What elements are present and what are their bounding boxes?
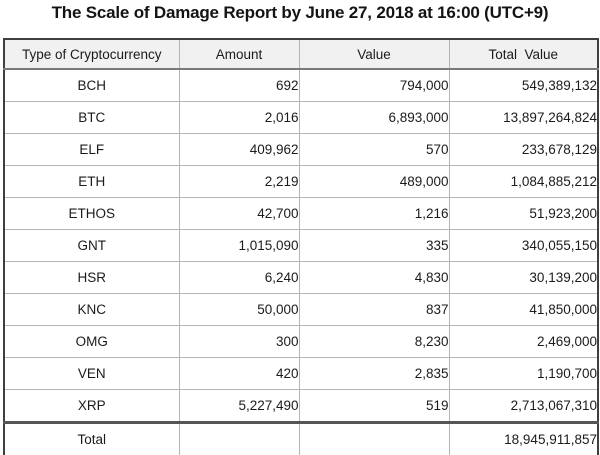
cell-total-value: 549,389,132 [448, 68, 599, 102]
cell-total-value: 2,713,067,310 [448, 389, 599, 423]
cell-amount: 1,015,090 [178, 229, 300, 262]
cell-type: KNC [3, 293, 180, 326]
cell-type: ETHOS [3, 197, 180, 230]
cell-type: BCH [3, 68, 180, 102]
cell-amount: 409,962 [178, 133, 300, 166]
table-row-gnt: GNT 1,015,090 335 340,055,150 [3, 229, 599, 262]
cell-type: HSR [3, 261, 180, 294]
cell-total-value: 51,923,200 [448, 197, 599, 230]
cell-amount: 50,000 [178, 293, 300, 326]
table-row-ethos: ETHOS 42,700 1,216 51,923,200 [3, 197, 599, 230]
header-type: Type of Cryptocurrency [3, 38, 180, 70]
cell-total-value: 2,469,000 [448, 325, 599, 358]
cell-value: 335 [298, 229, 450, 262]
header-amount: Amount [178, 38, 300, 70]
cell-total-value: 41,850,000 [448, 293, 599, 326]
cell-type: XRP [3, 389, 180, 423]
cell-type: ETH [3, 165, 180, 198]
table-row-xrp: XRP 5,227,490 519 2,713,067,310 [3, 389, 599, 423]
cell-total-value: 233,678,129 [448, 133, 599, 166]
cell-value: 2,835 [298, 357, 450, 390]
table-footer: Total 18,945,911,857 [3, 421, 599, 455]
table-row-hsr: HSR 6,240 4,830 30,139,200 [3, 261, 599, 294]
table-row-eth: ETH 2,219 489,000 1,084,885,212 [3, 165, 599, 198]
cell-amount: 6,240 [178, 261, 300, 294]
cell-amount: 42,700 [178, 197, 300, 230]
cell-value: 489,000 [298, 165, 450, 198]
header-total-value: Total Value [448, 38, 599, 70]
header-value: Value [298, 38, 450, 70]
cell-amount: 2,016 [178, 101, 300, 134]
cell-amount: 300 [178, 325, 300, 358]
cell-value: 8,230 [298, 325, 450, 358]
cell-value: 837 [298, 293, 450, 326]
cell-value: 794,000 [298, 68, 450, 102]
cell-type: OMG [3, 325, 180, 358]
cell-amount: 420 [178, 357, 300, 390]
cell-amount: 2,219 [178, 165, 300, 198]
table-row-omg: OMG 300 8,230 2,469,000 [3, 325, 599, 358]
total-row: Total 18,945,911,857 [3, 421, 599, 455]
table-header: Type of Cryptocurrency Amount Value Tota… [3, 38, 599, 70]
table-row-ven: VEN 420 2,835 1,190,700 [3, 357, 599, 390]
page-title: The Scale of Damage Report by June 27, 2… [51, 3, 549, 22]
table-row-elf: ELF 409,962 570 233,678,129 [3, 133, 599, 166]
cell-grand-total: 18,945,911,857 [448, 421, 599, 455]
cell-type: GNT [3, 229, 180, 262]
table-row-knc: KNC 50,000 837 41,850,000 [3, 293, 599, 326]
cell-total-value: 1,190,700 [448, 357, 599, 390]
cell-value: 1,216 [298, 197, 450, 230]
cell-total-value: 30,139,200 [448, 261, 599, 294]
cell-type: ELF [3, 133, 180, 166]
cell-total-label: Total [3, 421, 180, 455]
cell-total-value: 13,897,264,824 [448, 101, 599, 134]
cell-value: 4,830 [298, 261, 450, 294]
table-row-btc: BTC 2,016 6,893,000 13,897,264,824 [3, 101, 599, 134]
cell-value: 6,893,000 [298, 101, 450, 134]
cell-type: BTC [3, 101, 180, 134]
cell-amount: 5,227,490 [178, 389, 300, 423]
table-row-bch: BCH 692 794,000 549,389,132 [3, 68, 599, 102]
cell-value: 570 [298, 133, 450, 166]
cell-amount: 692 [178, 68, 300, 102]
cell-total-value-col [298, 421, 450, 455]
table-body: BCH 692 794,000 549,389,132 BTC 2,016 6,… [3, 68, 599, 423]
cell-type: VEN [3, 357, 180, 390]
cell-total-value: 1,084,885,212 [448, 165, 599, 198]
cell-total-amount [178, 421, 300, 455]
header-row: Type of Cryptocurrency Amount Value Tota… [3, 38, 599, 70]
cell-value: 519 [298, 389, 450, 423]
cell-total-value: 340,055,150 [448, 229, 599, 262]
damage-report-table: Type of Cryptocurrency Amount Value Tota… [3, 38, 599, 455]
